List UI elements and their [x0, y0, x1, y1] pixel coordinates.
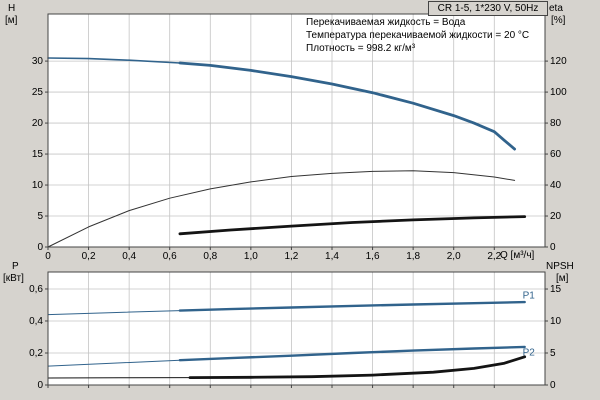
x-tick-label: 2,2: [487, 251, 501, 262]
plot-frame: [47, 271, 546, 386]
x-tick-label: 1,4: [325, 251, 339, 262]
x-tick-label: 0,8: [203, 251, 217, 262]
y-tick-label: 60: [550, 149, 562, 160]
x-tick-label: 0,6: [163, 251, 177, 262]
y-tick-label: 5: [37, 211, 43, 222]
h-axis-label: H: [8, 3, 16, 14]
x-tick-label: 1,0: [244, 251, 258, 262]
info-line-liquid: Перекачиваемая жидкость = Вода: [306, 17, 466, 28]
h-axis-unit: [м]: [5, 15, 18, 26]
y-tick-label: 0: [37, 242, 43, 253]
y-tick-label: 0,6: [29, 284, 43, 295]
y-tick-label: 5: [550, 348, 556, 359]
y-tick-label: 10: [32, 180, 44, 191]
npsh-axis-label: NPSH: [546, 261, 574, 272]
x-tick-label: 2,0: [447, 251, 461, 262]
x-tick-label: 1,6: [366, 251, 380, 262]
y-tick-label: 100: [550, 87, 567, 98]
curve-P1-thick: [178, 300, 526, 312]
curve-label-P1: P1: [523, 291, 536, 302]
curve-label-P2: P2: [523, 347, 536, 358]
y-tick-label: 0: [550, 242, 556, 253]
y-tick-label: 40: [550, 180, 562, 191]
y-tick-label: 0: [550, 380, 556, 391]
info-line-density: Плотность = 998.2 кг/м³: [306, 43, 416, 54]
y-tick-label: 20: [32, 118, 44, 129]
liquid-info-block: Перекачиваемая жидкость = Вода Температу…: [306, 16, 529, 55]
curve-eta: [47, 170, 516, 248]
p-axis-unit: [кВт]: [3, 273, 24, 284]
eta-axis-unit: [%]: [551, 15, 566, 26]
x-tick-label: 0,4: [122, 251, 136, 262]
eta-axis-label: eta: [549, 3, 563, 14]
npsh-axis-unit: [м]: [556, 273, 569, 284]
y-tick-label: 0: [37, 380, 43, 391]
y-tick-label: 0,2: [29, 348, 43, 359]
x-tick-label: 1,8: [406, 251, 420, 262]
curve-eta-total: [178, 215, 527, 236]
p-axis-label: P: [12, 261, 19, 272]
y-tick-label: 15: [32, 149, 44, 160]
info-line-temperature: Температура перекачиваемой жидкости = 20…: [306, 30, 530, 41]
y-tick-label: 30: [32, 56, 44, 67]
y-tick-label: 15: [550, 284, 562, 295]
pump-title-box: CR 1-5, 1*230 V, 50Hz: [428, 1, 548, 16]
y-tick-label: 80: [550, 118, 562, 129]
plot-area: [48, 14, 545, 247]
y-tick-label: 10: [550, 316, 562, 327]
x-tick-label: 0: [45, 251, 51, 262]
q-axis-label: Q [м³/ч]: [500, 250, 535, 261]
curve-P2-thick: [178, 345, 526, 362]
y-tick-label: 120: [550, 56, 567, 67]
x-tick-label: 0,2: [82, 251, 96, 262]
curve-NPSH-thick: [188, 355, 527, 380]
y-tick-label: 25: [32, 87, 44, 98]
x-tick-label: 1,2: [284, 251, 298, 262]
y-tick-label: 20: [550, 211, 562, 222]
plot-area: [48, 272, 545, 385]
curve-H-thick: [178, 61, 516, 151]
y-tick-label: 0,4: [29, 316, 43, 327]
plot-frame: [47, 13, 546, 248]
